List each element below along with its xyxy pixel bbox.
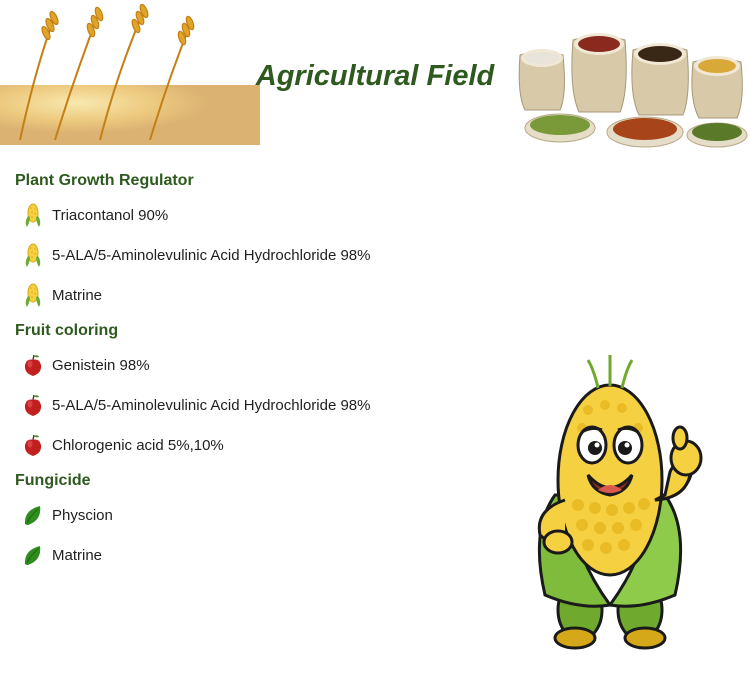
item-label: Physcion — [52, 507, 113, 524]
apple-icon — [20, 432, 46, 458]
corn-icon — [20, 242, 46, 268]
list-item: Matrine — [15, 282, 735, 308]
item-label: Chlorogenic acid 5%,10% — [52, 437, 224, 454]
item-label: 5-ALA/5-Aminolevulinic Acid Hydrochlorid… — [52, 247, 371, 264]
item-label: Matrine — [52, 287, 102, 304]
apple-icon — [20, 392, 46, 418]
list-item: Triacontanol 90% — [15, 202, 735, 228]
leaf-icon — [20, 502, 46, 528]
item-label: Triacontanol 90% — [52, 207, 168, 224]
item-label: Genistein 98% — [52, 357, 150, 374]
corn-mascot-decoration — [510, 350, 710, 650]
header-band: Agricultural Field — [0, 0, 750, 150]
corn-icon — [20, 282, 46, 308]
apple-icon — [20, 352, 46, 378]
corn-icon — [20, 202, 46, 228]
page-title: Agricultural Field — [0, 60, 750, 93]
list-item: 5-ALA/5-Aminolevulinic Acid Hydrochlorid… — [15, 242, 735, 268]
section-title-fruit-coloring: Fruit coloring — [15, 322, 735, 340]
section-title-plant-growth: Plant Growth Regulator — [15, 172, 735, 190]
item-label: 5-ALA/5-Aminolevulinic Acid Hydrochlorid… — [52, 397, 371, 414]
item-label: Matrine — [52, 547, 102, 564]
leaf-icon — [20, 542, 46, 568]
